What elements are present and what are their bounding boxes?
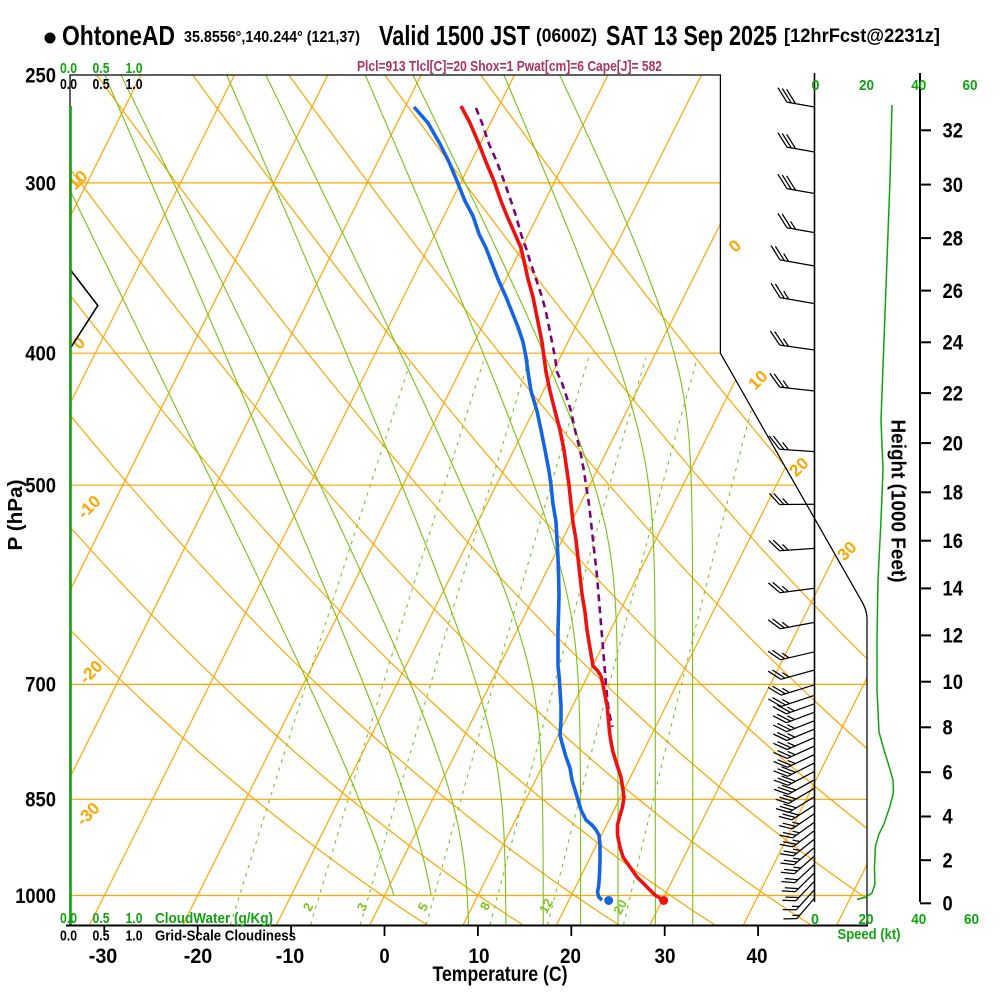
svg-text:12: 12 <box>943 625 964 648</box>
svg-text:8: 8 <box>943 716 953 739</box>
svg-text:400: 400 <box>25 342 56 365</box>
svg-text:2: 2 <box>943 849 953 872</box>
svg-text:20: 20 <box>610 897 630 917</box>
svg-text:0.5: 0.5 <box>93 76 110 93</box>
svg-text:0.5: 0.5 <box>93 60 110 77</box>
svg-text:28: 28 <box>943 227 964 250</box>
svg-text:16: 16 <box>943 530 964 553</box>
svg-text:0: 0 <box>811 911 819 928</box>
svg-text:700: 700 <box>25 673 56 696</box>
svg-text:20: 20 <box>560 945 581 968</box>
svg-text:1.0: 1.0 <box>126 60 143 77</box>
svg-text:Height (1000 Feet): Height (1000 Feet) <box>887 420 909 583</box>
svg-text:-10: -10 <box>276 945 305 968</box>
svg-text:30: 30 <box>655 945 676 968</box>
svg-text:12: 12 <box>536 896 556 916</box>
svg-text:[12hrFcst@2231z]: [12hrFcst@2231z] <box>784 26 940 47</box>
svg-text:Speed (kt): Speed (kt) <box>838 926 901 943</box>
svg-text:20: 20 <box>859 77 874 94</box>
svg-text:CloudWater (g/Kg): CloudWater (g/Kg) <box>155 910 273 927</box>
svg-text:22: 22 <box>943 382 964 405</box>
svg-text:500: 500 <box>25 474 56 497</box>
svg-text:1.0: 1.0 <box>126 76 143 93</box>
svg-text:SAT 13 Sep 2025: SAT 13 Sep 2025 <box>606 20 777 51</box>
svg-text:40: 40 <box>911 77 926 94</box>
svg-text:0.0: 0.0 <box>60 910 77 927</box>
svg-text:-30: -30 <box>89 945 118 968</box>
svg-text:18: 18 <box>943 481 964 504</box>
svg-text:60: 60 <box>963 77 978 94</box>
svg-text:Valid 1500 JST: Valid 1500 JST <box>379 20 530 51</box>
svg-text:60: 60 <box>964 911 979 928</box>
svg-text:850: 850 <box>25 788 56 811</box>
svg-text:OhtoneAD: OhtoneAD <box>62 20 175 51</box>
svg-text:4: 4 <box>943 806 953 829</box>
svg-text:20: 20 <box>859 911 874 928</box>
svg-text:20: 20 <box>943 432 964 455</box>
svg-text:1.0: 1.0 <box>126 928 143 945</box>
svg-text:250: 250 <box>25 64 56 87</box>
svg-text:0.5: 0.5 <box>93 910 110 927</box>
svg-text:6: 6 <box>943 761 953 784</box>
svg-text:1000: 1000 <box>15 885 56 908</box>
svg-text:Grid-Scale Cloudiness: Grid-Scale Cloudiness <box>155 928 296 945</box>
svg-text:10: 10 <box>469 945 490 968</box>
svg-text:Temperature (C): Temperature (C) <box>433 963 568 986</box>
svg-text:0.0: 0.0 <box>60 76 77 93</box>
svg-text:30: 30 <box>943 174 964 197</box>
svg-text:300: 300 <box>25 172 56 195</box>
svg-text:40: 40 <box>911 911 926 928</box>
svg-text:(0600Z): (0600Z) <box>536 26 597 47</box>
svg-text:0.0: 0.0 <box>60 928 77 945</box>
svg-text:0: 0 <box>379 945 389 968</box>
svg-text:10: 10 <box>943 671 964 694</box>
svg-text:-20: -20 <box>184 945 213 968</box>
svg-text:1.0: 1.0 <box>126 910 143 927</box>
svg-text:0.5: 0.5 <box>93 928 110 945</box>
svg-text:P (hPa): P (hPa) <box>5 480 27 551</box>
svg-text:Plcl=913 Tlcl[C]=20 Shox=1 Pwa: Plcl=913 Tlcl[C]=20 Shox=1 Pwat[cm]=6 Ca… <box>357 58 662 75</box>
svg-text:35.8556°,140.244° (121,37): 35.8556°,140.244° (121,37) <box>184 29 360 46</box>
svg-text:0: 0 <box>812 77 820 94</box>
svg-text:0.0: 0.0 <box>60 60 77 77</box>
svg-text:26: 26 <box>943 280 964 303</box>
svg-text:40: 40 <box>747 945 768 968</box>
svg-text:24: 24 <box>943 331 964 354</box>
svg-text:32: 32 <box>943 119 964 142</box>
svg-text:14: 14 <box>943 578 964 601</box>
svg-text:0: 0 <box>943 892 953 915</box>
